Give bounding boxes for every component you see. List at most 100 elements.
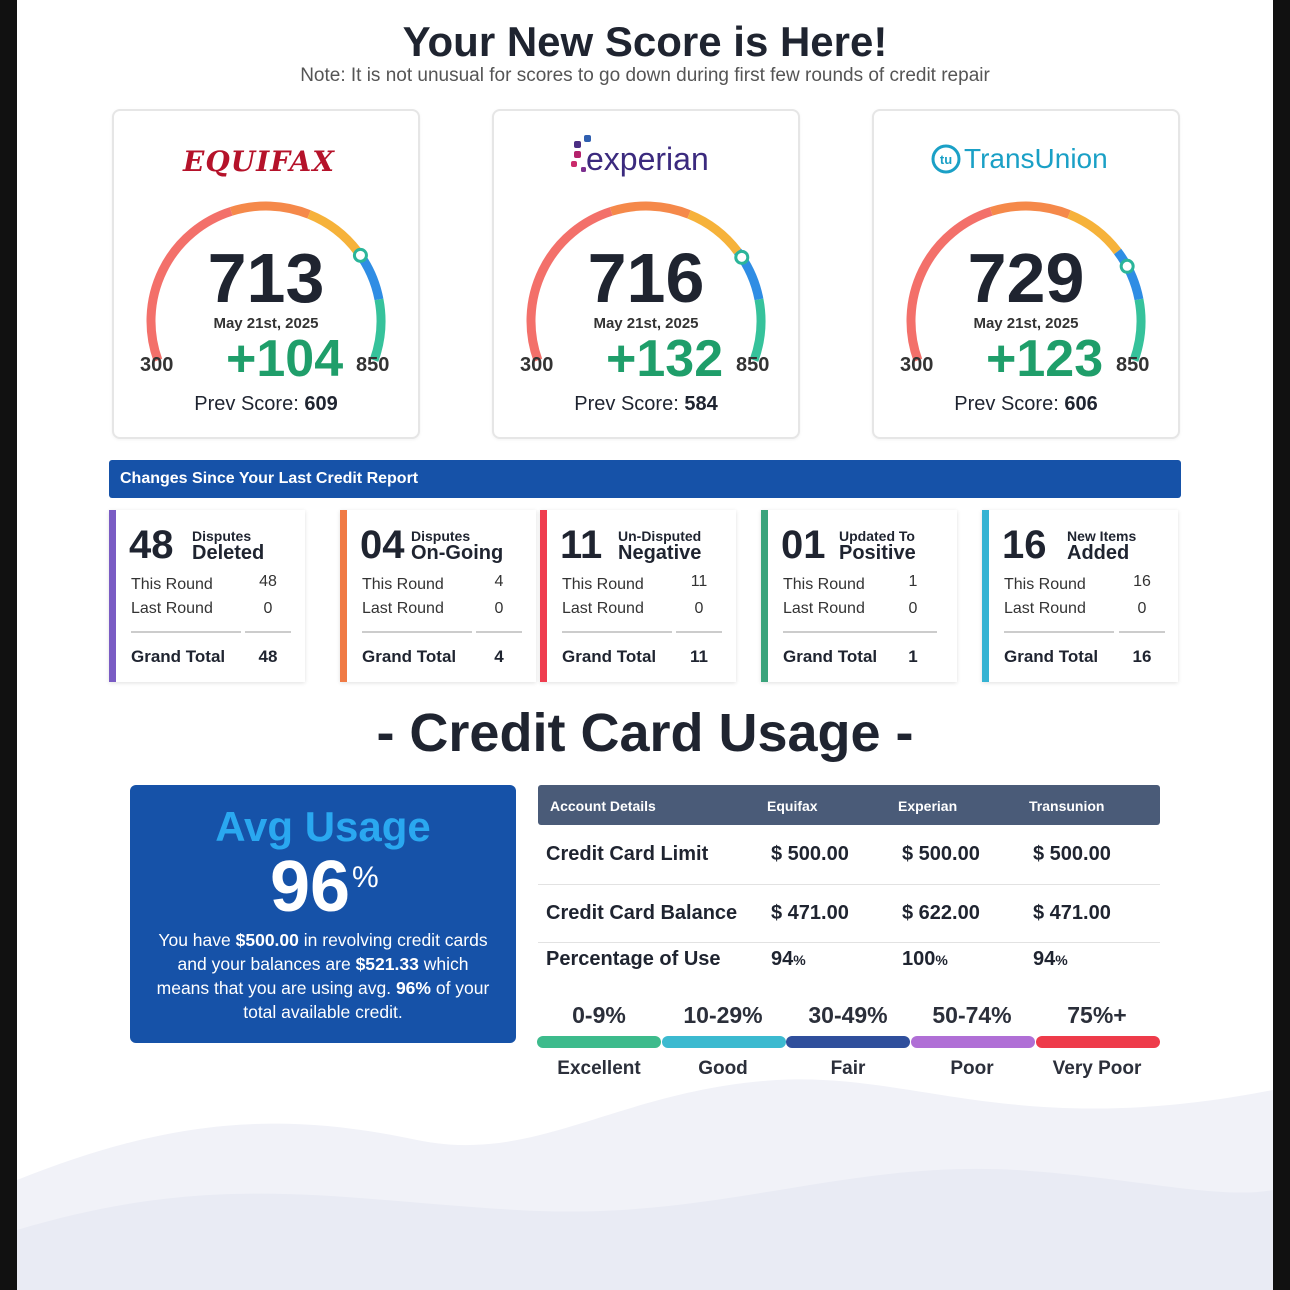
experian-score: 716 — [587, 239, 705, 317]
stat-last-round-label: Last Round — [362, 600, 444, 617]
scale-range-very-poor: 75%+ — [1067, 1002, 1127, 1028]
stat-grand-total-value: 4 — [494, 647, 504, 666]
scale-name-poor: Poor — [950, 1058, 994, 1079]
stat-grand-total-label: Grand Total — [783, 647, 878, 666]
stat-accent — [540, 510, 547, 682]
header-equifax: Equifax — [767, 798, 818, 814]
stat-label-main: Deleted — [192, 542, 265, 564]
stat-this-round-value: 16 — [1133, 573, 1151, 590]
experian-score-date: May 21st, 2025 — [593, 315, 699, 332]
svg-text:tu: tu — [940, 152, 952, 167]
stat-label-top: Updated To — [839, 528, 915, 544]
equifax-gauge-segment — [146, 207, 233, 362]
experian-gauge-segment — [609, 201, 691, 219]
equifax-gauge-marker — [352, 247, 368, 263]
cell-limit-experian: $ 500.00 — [902, 843, 980, 865]
stat-divider — [131, 631, 241, 633]
stat-last-round-label: Last Round — [562, 600, 644, 617]
stat-last-round-value: 0 — [494, 600, 504, 617]
cell-balance-transunion: $ 471.00 — [1033, 902, 1111, 924]
stat-number: 48 — [129, 523, 174, 567]
header-experian: Experian — [898, 798, 958, 814]
stat-grand-total-label: Grand Total — [1004, 647, 1099, 666]
stat-label-top: Disputes — [411, 528, 471, 544]
stat-label-top: New Items — [1067, 528, 1137, 544]
stat-divider — [245, 631, 291, 633]
stat-label-main: Added — [1067, 542, 1130, 564]
stat-number: 11 — [560, 523, 603, 567]
report-page: Your New Score is Here! Note: It is not … — [17, 0, 1273, 1290]
avg-usage-percent: 96 — [270, 847, 351, 927]
cell-pct-transunion: 94% — [1033, 948, 1068, 970]
transunion-gauge-segment — [906, 207, 993, 362]
scale-bar-very-poor — [1036, 1036, 1160, 1048]
stat-grand-total-value: 16 — [1132, 647, 1152, 666]
transunion-score-date: May 21st, 2025 — [973, 315, 1079, 332]
transunion-gauge-segment — [989, 201, 1071, 219]
transunion-tu-icon: tu — [931, 144, 961, 174]
transunion-prev-score: Prev Score: 606 — [954, 393, 1098, 415]
stat-this-round-label: This Round — [131, 576, 213, 593]
stat-last-round-value: 0 — [1137, 600, 1147, 617]
experian-score-card: experian 716 May 21st, 2025 300 +132 850… — [492, 109, 800, 439]
stat-accent — [761, 510, 768, 682]
equifax-gauge-segment — [229, 201, 311, 219]
stat-divider — [362, 631, 472, 633]
scale-range-excellent: 0-9% — [572, 1002, 626, 1028]
equifax-prev-score: Prev Score: 609 — [194, 393, 338, 415]
stat-this-round-value: 11 — [690, 573, 708, 590]
avg-usage-description: You have $500.00 in revolving credit car… — [156, 930, 490, 1022]
scale-name-good: Good — [698, 1058, 748, 1079]
transunion-gauge-segment — [1129, 298, 1146, 362]
stat-label-top: Disputes — [192, 528, 252, 544]
stat-last-round-label: Last Round — [783, 600, 865, 617]
credit-card-usage-heading: - Credit Card Usage - — [376, 703, 914, 763]
experian-gauge-marker — [734, 249, 750, 265]
page-note: Note: It is not unusual for scores to go… — [300, 65, 990, 86]
stat-card-positive: 01 Updated To Positive This Round 1 Last… — [761, 510, 957, 682]
scale-bar-good — [662, 1036, 786, 1048]
stat-last-round-value: 0 — [908, 600, 918, 617]
stat-grand-total-label: Grand Total — [131, 647, 226, 666]
stat-grand-total-value: 48 — [258, 647, 278, 666]
equifax-range-min: 300 — [140, 354, 174, 376]
stat-label-main: Negative — [618, 542, 702, 564]
row-label-percentage: Percentage of Use — [546, 948, 721, 970]
transunion-logo: tu TransUnion — [874, 137, 1178, 187]
stat-grand-total-label: Grand Total — [562, 647, 657, 666]
table-divider — [538, 942, 1160, 943]
header-transunion: Transunion — [1029, 798, 1105, 814]
transunion-score-card: tu TransUnion 729 May 21st, 2025 300 +12… — [872, 109, 1180, 439]
experian-gauge-segment — [687, 210, 742, 255]
equifax-gauge-segment — [307, 210, 362, 255]
stat-divider — [1119, 631, 1165, 633]
equifax-range-max: 850 — [356, 354, 390, 376]
stat-this-round-label: This Round — [562, 576, 644, 593]
page-title: Your New Score is Here! — [402, 18, 888, 65]
transunion-range-max: 850 — [1116, 354, 1150, 376]
scale-name-excellent: Excellent — [557, 1058, 641, 1079]
transunion-gauge — [906, 201, 1146, 362]
stat-this-round-label: This Round — [783, 576, 865, 593]
stat-divider — [562, 631, 672, 633]
scale-bar-poor — [911, 1036, 1035, 1048]
stat-label-main: On-Going — [411, 542, 504, 564]
stat-number: 04 — [360, 523, 405, 567]
stat-this-round-label: This Round — [1004, 576, 1086, 593]
stat-this-round-value: 1 — [908, 573, 918, 590]
row-label-limit: Credit Card Limit — [546, 843, 709, 865]
scale-name-very-poor: Very Poor — [1052, 1058, 1142, 1079]
experian-gauge-segment — [526, 207, 613, 362]
scale-name-fair: Fair — [830, 1058, 866, 1079]
stat-card-negative: 11 Un-Disputed Negative This Round 11 La… — [540, 510, 736, 682]
experian-gauge — [526, 201, 766, 362]
row-label-balance: Credit Card Balance — [546, 902, 738, 924]
scale-range-poor: 50-74% — [932, 1002, 1012, 1028]
scale-range-fair: 30-49% — [808, 1002, 888, 1028]
experian-range-max: 850 — [736, 354, 770, 376]
changes-header-bar: Changes Since Your Last Credit Report — [109, 460, 1181, 498]
experian-logo: experian — [494, 135, 798, 187]
stat-last-round-label: Last Round — [1004, 600, 1086, 617]
stat-divider — [891, 631, 937, 633]
stat-accent — [340, 510, 347, 682]
